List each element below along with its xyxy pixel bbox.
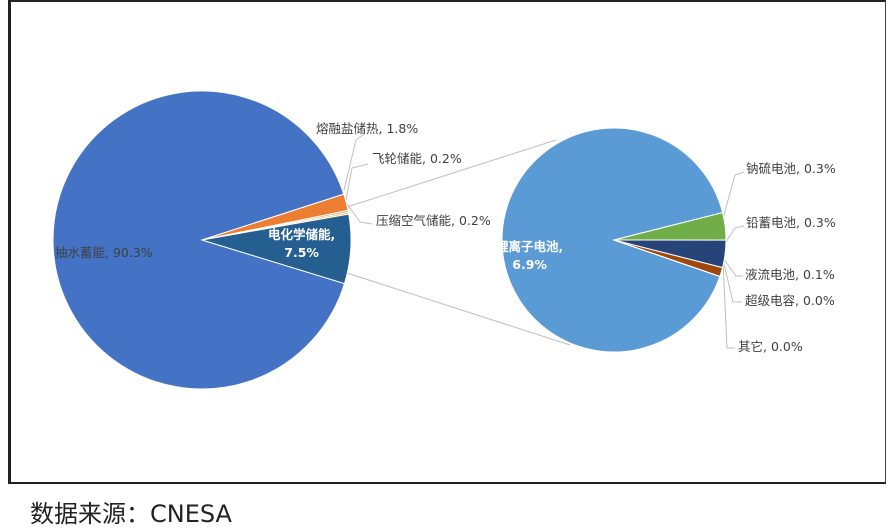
chart (52, 90, 745, 390)
data-label: 压缩空气储能, 0.2% (376, 213, 491, 228)
data-label: 飞轮储能, 0.2% (372, 151, 462, 166)
leader-line (345, 163, 369, 201)
pie-slice (501, 127, 724, 353)
data-label: 液流电池, 0.1% (745, 267, 835, 282)
leader-line (722, 259, 742, 303)
connector-line (346, 272, 571, 346)
leader-line (343, 133, 365, 191)
data-label: 电化学储能, 7.5% (268, 227, 336, 260)
leader-line (346, 203, 373, 225)
data-label: 熔融盐储热, 1.8% (316, 121, 419, 136)
pie-slice (201, 213, 352, 285)
leader-line (722, 260, 735, 349)
data-label: 钠硫电池, 0.3% (746, 161, 836, 176)
pie-slice (52, 90, 346, 390)
leader-line (722, 257, 743, 277)
source-note: 数据来源：CNESA (30, 500, 232, 528)
data-label: 抽水蓄能, 90.3% (55, 245, 153, 260)
data-label: 铅蓄电池, 0.3% (746, 215, 836, 230)
leader-line (721, 171, 745, 223)
leader-lines (343, 133, 745, 349)
data-label: 其它, 0.0% (738, 339, 803, 354)
data-label: 锂离子电池, 6.9% (496, 239, 564, 272)
connector-line (346, 139, 557, 208)
chart-frame (8, 0, 886, 484)
leader-line (723, 225, 745, 246)
data-label: 超级电容, 0.0% (745, 293, 835, 308)
